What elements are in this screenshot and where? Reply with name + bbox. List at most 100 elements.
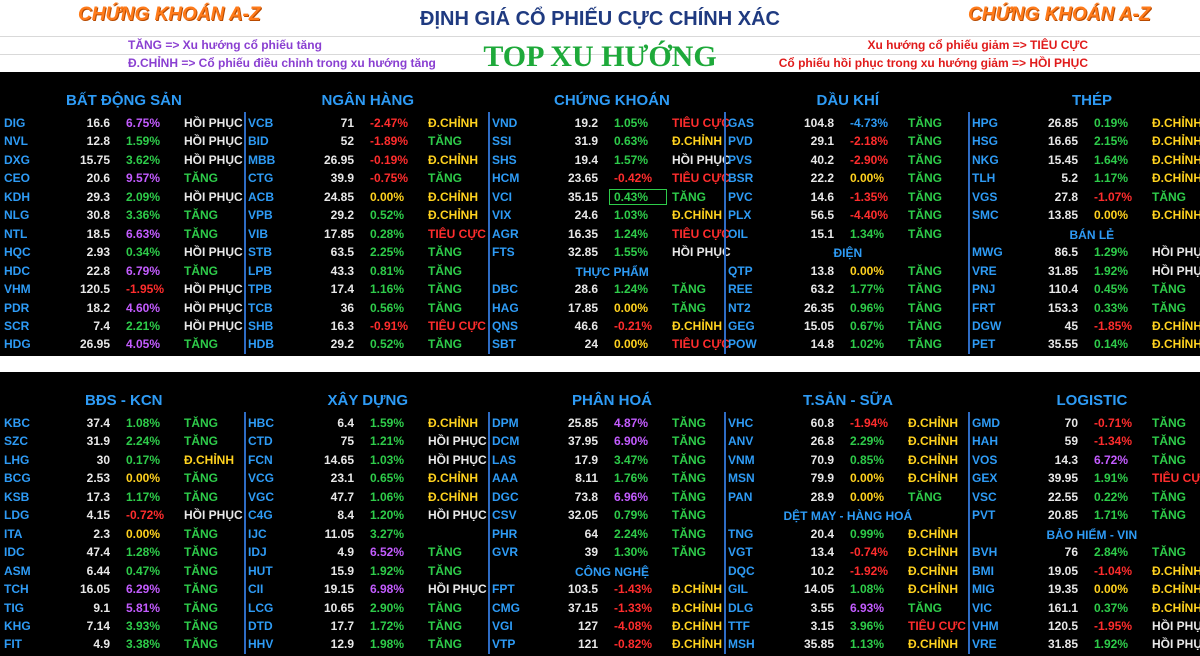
stock-row[interactable]: VHM 120.5 -1.95% HỒI PHỤC xyxy=(972,619,1200,637)
stock-row[interactable]: HPG 26.85 0.19% Đ.CHỈNH xyxy=(972,116,1200,134)
stock-row[interactable]: HQC 2.93 0.34% HỒI PHỤC xyxy=(4,245,243,263)
stock-row[interactable]: PAN 28.9 0.00% TĂNG xyxy=(728,490,964,508)
stock-row[interactable]: BVH 76 2.84% TĂNG xyxy=(972,545,1200,563)
stock-row[interactable]: NLG 30.8 3.36% TĂNG xyxy=(4,208,240,226)
stock-row[interactable]: CEO 20.6 9.57% TĂNG xyxy=(4,171,240,189)
stock-row[interactable]: VHC 60.8 -1.94% Đ.CHỈNH xyxy=(728,416,964,434)
stock-row[interactable]: PVS 40.2 -2.90% TĂNG xyxy=(728,153,964,171)
stock-row[interactable]: GAS 104.8 -4.73% TĂNG xyxy=(728,116,964,134)
stock-row[interactable]: VGS 27.8 -1.07% TĂNG xyxy=(972,190,1200,208)
stock-row[interactable]: DTD 17.7 1.72% TĂNG xyxy=(248,619,484,637)
stock-row[interactable]: VCB 71 -2.47% Đ.CHỈNH xyxy=(248,116,484,134)
stock-row[interactable]: VRE 31.85 1.92% HỒI PHỤC xyxy=(972,264,1200,282)
stock-row[interactable]: HAG 17.85 0.00% TĂNG xyxy=(492,301,728,319)
stock-row[interactable]: HSG 16.65 2.15% Đ.CHỈNH xyxy=(972,134,1200,152)
stock-row[interactable]: LHG 30 0.17% Đ.CHỈNH xyxy=(4,453,240,471)
stock-row[interactable]: VIC 161.1 0.37% Đ.CHỈNH xyxy=(972,601,1200,619)
stock-row[interactable]: KDH 29.3 2.09% HỒI PHỤC xyxy=(4,190,243,208)
stock-row[interactable]: VOS 14.3 6.72% TĂNG xyxy=(972,453,1200,471)
stock-row[interactable]: DPM 25.85 4.87% TĂNG xyxy=(492,416,728,434)
stock-row[interactable]: PNJ 110.4 0.45% TĂNG xyxy=(972,282,1200,300)
stock-row[interactable]: PDR 18.2 4.60% HỒI PHỤC xyxy=(4,301,243,319)
stock-row[interactable]: AGR 16.35 1.24% TIÊU CỰC xyxy=(492,227,730,245)
stock-row[interactable]: MBB 26.95 -0.19% Đ.CHỈNH xyxy=(248,153,484,171)
stock-row[interactable]: HDC 22.8 6.79% TĂNG xyxy=(4,264,240,282)
stock-row[interactable]: POW 14.8 1.02% TĂNG xyxy=(728,337,964,355)
stock-row[interactable]: VGC 47.7 1.06% Đ.CHỈNH xyxy=(248,490,484,508)
stock-row[interactable]: MSH 35.85 1.13% Đ.CHỈNH xyxy=(728,637,964,655)
stock-row[interactable]: BID 52 -1.89% TĂNG xyxy=(248,134,484,152)
stock-row[interactable]: LCG 10.65 2.90% TĂNG xyxy=(248,601,484,619)
stock-row[interactable]: SCR 7.4 2.21% HỒI PHỤC xyxy=(4,319,243,337)
stock-row[interactable]: REE 63.2 1.77% TĂNG xyxy=(728,282,964,300)
stock-row[interactable]: DCM 37.95 6.90% TĂNG xyxy=(492,434,728,452)
stock-row[interactable]: STB 63.5 2.25% TĂNG xyxy=(248,245,484,263)
stock-row[interactable]: CMG 37.15 -1.33% Đ.CHỈNH xyxy=(492,601,728,619)
stock-row[interactable]: SBT 24 0.00% TIÊU CỰC xyxy=(492,337,730,355)
stock-row[interactable]: TIG 9.1 5.81% TĂNG xyxy=(4,601,240,619)
stock-row[interactable]: IDJ 4.9 6.52% TĂNG xyxy=(248,545,484,563)
stock-row[interactable]: KBC 37.4 1.08% TĂNG xyxy=(4,416,240,434)
stock-row[interactable]: NVL 12.8 1.59% HỒI PHỤC xyxy=(4,134,243,152)
stock-row[interactable]: LDG 4.15 -0.72% HỒI PHỤC xyxy=(4,508,243,526)
stock-row[interactable]: OIL 15.1 1.34% TĂNG xyxy=(728,227,964,245)
stock-row[interactable]: DXG 15.75 3.62% HỒI PHỤC xyxy=(4,153,243,171)
stock-row[interactable]: FPT 103.5 -1.43% Đ.CHỈNH xyxy=(492,582,728,600)
stock-row[interactable]: VND 19.2 1.05% TIÊU CỰC xyxy=(492,116,730,134)
stock-row[interactable]: IJC 11.05 3.27% xyxy=(248,527,484,545)
stock-row[interactable]: QTP 13.8 0.00% TĂNG xyxy=(728,264,964,282)
stock-row[interactable]: PLX 56.5 -4.40% TĂNG xyxy=(728,208,964,226)
stock-row[interactable]: HCM 23.65 -0.42% TIÊU CỰC xyxy=(492,171,730,189)
stock-row[interactable]: TCH 16.05 6.29% TĂNG xyxy=(4,582,240,600)
stock-row[interactable]: DIG 16.6 6.75% HỒI PHỤC xyxy=(4,116,243,134)
stock-row[interactable]: CSV 32.05 0.79% TĂNG xyxy=(492,508,728,526)
stock-row[interactable]: ACB 24.85 0.00% Đ.CHỈNH xyxy=(248,190,484,208)
stock-row[interactable]: HBC 6.4 1.59% Đ.CHỈNH xyxy=(248,416,484,434)
stock-row[interactable]: TCB 36 0.56% TĂNG xyxy=(248,301,484,319)
stock-row[interactable]: KHG 7.14 3.93% TĂNG xyxy=(4,619,240,637)
stock-row[interactable]: CTG 39.9 -0.75% TĂNG xyxy=(248,171,484,189)
stock-row[interactable]: GEG 15.05 0.67% TĂNG xyxy=(728,319,964,337)
stock-row[interactable]: NTL 18.5 6.63% TĂNG xyxy=(4,227,240,245)
stock-row[interactable]: SSI 31.9 0.63% Đ.CHỈNH xyxy=(492,134,728,152)
stock-row[interactable]: SHS 19.4 1.57% HỒI PHỤC xyxy=(492,153,731,171)
stock-row[interactable]: DQC 10.2 -1.92% Đ.CHỈNH xyxy=(728,564,964,582)
stock-row[interactable]: LPB 43.3 0.81% TĂNG xyxy=(248,264,484,282)
stock-row[interactable]: QNS 46.6 -0.21% Đ.CHỈNH xyxy=(492,319,728,337)
stock-row[interactable]: GMD 70 -0.71% TĂNG xyxy=(972,416,1200,434)
stock-row[interactable]: DGC 73.8 6.96% TĂNG xyxy=(492,490,728,508)
stock-row[interactable]: GVR 39 1.30% TĂNG xyxy=(492,545,728,563)
stock-row[interactable]: GEX 39.95 1.91% TIÊU CỰC xyxy=(972,471,1200,489)
stock-row[interactable]: SZC 31.9 2.24% TĂNG xyxy=(4,434,240,452)
stock-row[interactable]: BCG 2.53 0.00% TĂNG xyxy=(4,471,240,489)
stock-row[interactable]: PVC 14.6 -1.35% TĂNG xyxy=(728,190,964,208)
stock-row[interactable]: VHM 120.5 -1.95% HỒI PHỤC xyxy=(4,282,243,300)
stock-row[interactable]: NKG 15.45 1.64% Đ.CHỈNH xyxy=(972,153,1200,171)
stock-row[interactable]: C4G 8.4 1.20% HỒI PHỤC xyxy=(248,508,487,526)
stock-row[interactable]: TTF 3.15 3.96% TIÊU CỰC xyxy=(728,619,966,637)
stock-row[interactable]: DBC 28.6 1.24% TĂNG xyxy=(492,282,728,300)
stock-row[interactable]: FTS 32.85 1.55% HỒI PHỤC xyxy=(492,245,731,263)
stock-row[interactable]: ITA 2.3 0.00% TĂNG xyxy=(4,527,240,545)
stock-row[interactable]: TPB 17.4 1.16% TĂNG xyxy=(248,282,484,300)
stock-row[interactable]: VPB 29.2 0.52% Đ.CHỈNH xyxy=(248,208,484,226)
stock-row[interactable]: SHB 16.3 -0.91% TIÊU CỰC xyxy=(248,319,486,337)
stock-row[interactable]: BMI 19.05 -1.04% Đ.CHỈNH xyxy=(972,564,1200,582)
stock-row[interactable]: KSB 17.3 1.17% TĂNG xyxy=(4,490,240,508)
stock-row[interactable]: HHV 12.9 1.98% TĂNG xyxy=(248,637,484,655)
stock-row[interactable]: SMC 13.85 0.00% Đ.CHỈNH xyxy=(972,208,1200,226)
stock-row[interactable]: GIL 14.05 1.08% Đ.CHỈNH xyxy=(728,582,964,600)
stock-row[interactable]: PET 35.55 0.14% Đ.CHỈNH xyxy=(972,337,1200,355)
stock-row[interactable]: MWG 86.5 1.29% HỒI PHỤC xyxy=(972,245,1200,263)
stock-row[interactable]: NT2 26.35 0.96% TĂNG xyxy=(728,301,964,319)
stock-row[interactable]: TNG 20.4 0.99% Đ.CHỈNH xyxy=(728,527,964,545)
stock-row[interactable]: VNM 70.9 0.85% Đ.CHỈNH xyxy=(728,453,964,471)
stock-row[interactable]: CII 19.15 6.98% HỒI PHỤC xyxy=(248,582,487,600)
stock-row[interactable]: BSR 22.2 0.00% TĂNG xyxy=(728,171,964,189)
stock-row[interactable]: CTD 75 1.21% HỒI PHỤC xyxy=(248,434,487,452)
stock-row[interactable]: FCN 14.65 1.03% HỒI PHỤC xyxy=(248,453,487,471)
stock-row[interactable]: AAA 8.11 1.76% TĂNG xyxy=(492,471,728,489)
stock-row[interactable]: PHR 64 2.24% TĂNG xyxy=(492,527,728,545)
stock-row[interactable]: VGI 127 -4.08% Đ.CHỈNH xyxy=(492,619,728,637)
stock-row[interactable]: VGT 13.4 -0.74% Đ.CHỈNH xyxy=(728,545,964,563)
